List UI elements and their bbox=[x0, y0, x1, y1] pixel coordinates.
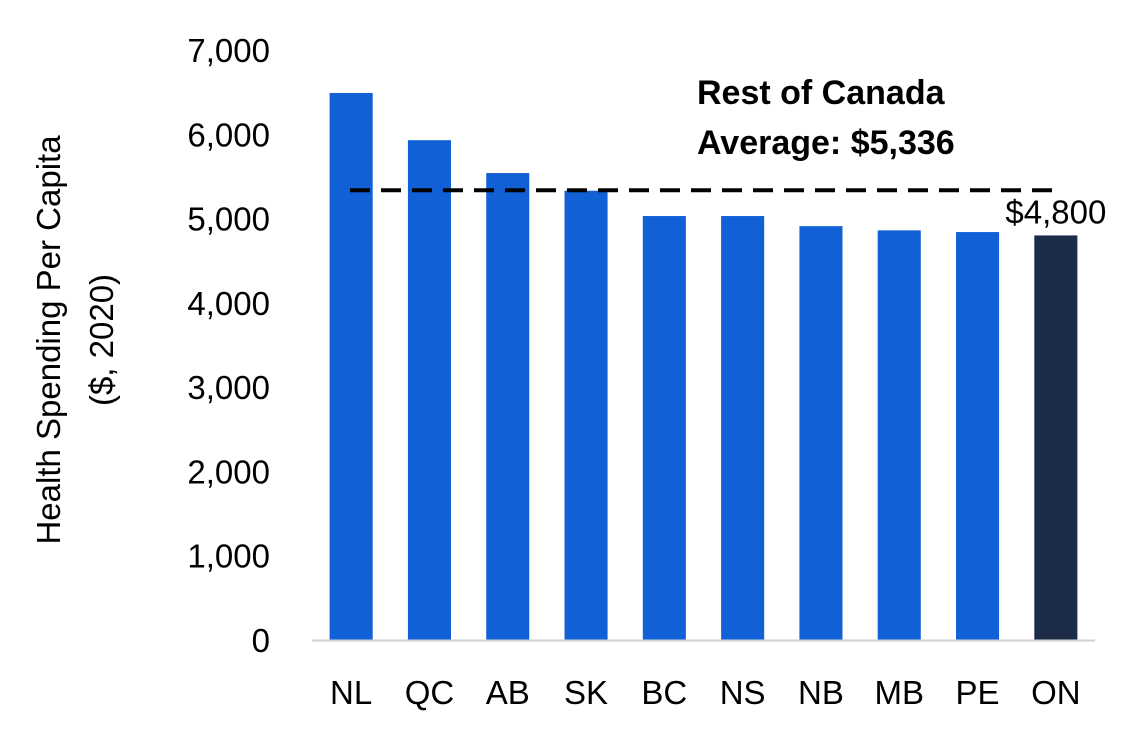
x-tick-label-bc: BC bbox=[641, 674, 687, 711]
y-axis-title-line-2: ($, 2020) bbox=[83, 274, 120, 406]
bar-ab bbox=[486, 173, 530, 641]
x-tick-label-qc: QC bbox=[405, 674, 455, 711]
bar-mb bbox=[877, 230, 921, 640]
bar-on bbox=[1034, 235, 1078, 640]
x-axis-ticks: NL QC AB SK BC NS NB MB PE ON bbox=[330, 674, 1081, 711]
y-tick-label-0: 0 bbox=[252, 622, 270, 659]
bar-sk bbox=[564, 190, 608, 640]
annotation-line-2: Average: $5,336 bbox=[697, 124, 955, 162]
x-tick-label-pe: PE bbox=[956, 674, 1000, 711]
x-tick-label-on: ON bbox=[1031, 674, 1081, 711]
x-tick-label-ns: NS bbox=[720, 674, 766, 711]
y-tick-label-7: 7,000 bbox=[187, 32, 270, 69]
x-tick-label-mb: MB bbox=[875, 674, 925, 711]
y-tick-label-6: 6,000 bbox=[187, 116, 270, 153]
bar-ns bbox=[721, 216, 765, 641]
rest-of-canada-average-annotation: Rest of Canada Average: $5,336 bbox=[697, 74, 955, 162]
bar-pe bbox=[956, 232, 1000, 641]
bar-nb bbox=[799, 226, 843, 640]
data-labels: $4,800 bbox=[1005, 193, 1106, 230]
bar-bc bbox=[642, 216, 686, 641]
y-tick-label-5: 5,000 bbox=[187, 201, 270, 238]
bar-nl bbox=[329, 92, 373, 640]
bars bbox=[329, 92, 1078, 641]
x-tick-label-sk: SK bbox=[564, 674, 608, 711]
annotation-line-1: Rest of Canada bbox=[697, 74, 946, 112]
y-axis-title-line-1: Health Spending Per Capita bbox=[30, 135, 67, 545]
y-axis-title: Health Spending Per Capita ($, 2020) bbox=[30, 135, 120, 545]
x-tick-label-nl: NL bbox=[330, 674, 372, 711]
y-tick-label-1: 1,000 bbox=[187, 538, 270, 575]
y-axis-ticks: 0 1,000 2,000 3,000 4,000 5,000 6,000 7,000 bbox=[187, 32, 270, 659]
x-tick-label-ab: AB bbox=[486, 674, 530, 711]
y-tick-label-3: 3,000 bbox=[187, 369, 270, 406]
bar-qc bbox=[407, 140, 451, 640]
data-label-on: $4,800 bbox=[1005, 193, 1106, 230]
y-tick-label-4: 4,000 bbox=[187, 285, 270, 322]
x-tick-label-nb: NB bbox=[798, 674, 844, 711]
y-tick-label-2: 2,000 bbox=[187, 453, 270, 490]
